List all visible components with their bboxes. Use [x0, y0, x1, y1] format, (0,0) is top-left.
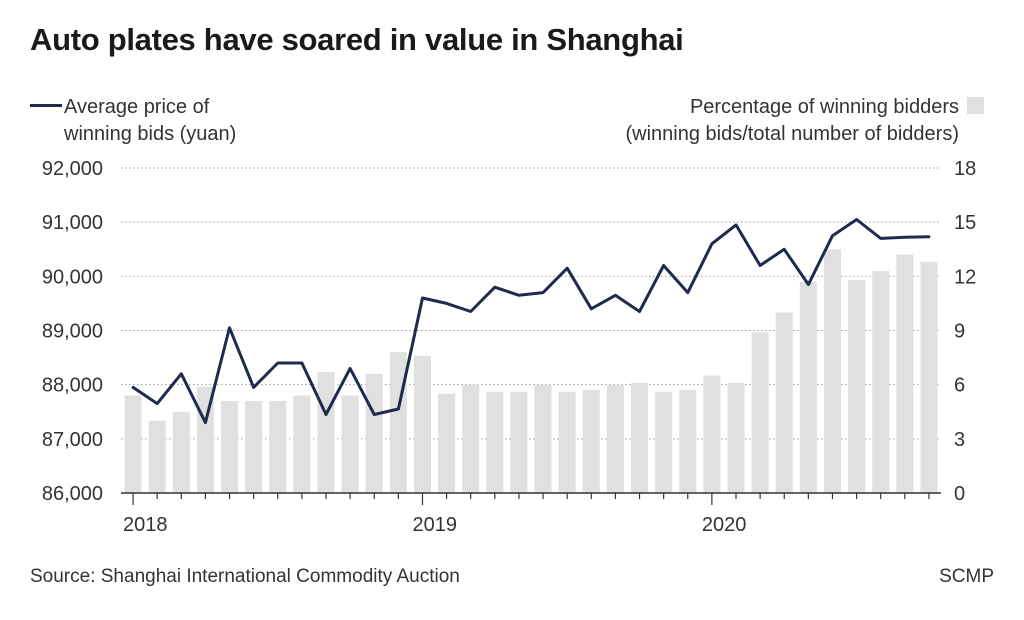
right-axis-tick-label: 15 — [954, 212, 976, 234]
bar — [920, 261, 938, 493]
left-axis-tick-label: 92,000 — [42, 158, 103, 180]
chart-title: Auto plates have soared in value in Shan… — [30, 22, 684, 57]
bar — [462, 384, 480, 493]
bar — [148, 420, 166, 493]
bar — [727, 382, 745, 493]
bar — [896, 254, 914, 493]
bar — [486, 391, 504, 493]
bar-legend: Percentage of winning bidders (winning b… — [625, 94, 984, 148]
line-legend-label-2: winning bids (yuan) — [64, 123, 237, 145]
x-tick-label: 2020 — [702, 514, 747, 536]
right-axis-tick-label: 3 — [954, 429, 965, 451]
right-axis-tick-label: 6 — [954, 375, 965, 397]
bar — [293, 395, 311, 493]
bar — [606, 384, 624, 493]
bar — [775, 312, 793, 493]
left-axis-tick-label: 91,000 — [42, 212, 103, 234]
bar — [703, 375, 721, 493]
bar — [823, 249, 841, 493]
bar-legend-label-1: Percentage of winning bidders — [689, 96, 959, 118]
right-axis-tick-label: 9 — [954, 321, 965, 343]
source-note: Source: Shanghai International Commodity… — [30, 566, 460, 587]
bar — [558, 391, 576, 493]
bar — [172, 411, 190, 493]
bar — [317, 372, 335, 493]
right-axis-tick-label: 12 — [954, 266, 976, 288]
bar — [631, 382, 649, 493]
bar — [510, 391, 528, 493]
bar — [582, 390, 600, 493]
right-axis-tick-label: 0 — [954, 483, 965, 505]
left-axis-tick-label: 90,000 — [42, 266, 103, 288]
bar — [245, 400, 263, 493]
bar-legend-swatch — [967, 97, 984, 115]
bar — [438, 393, 456, 493]
bar — [221, 400, 239, 493]
bar — [751, 332, 769, 493]
left-axis-tick-label: 88,000 — [42, 375, 103, 397]
line-legend-swatch — [30, 104, 62, 108]
bar — [872, 270, 890, 493]
bar — [413, 355, 431, 493]
left-axis-tick-label: 87,000 — [42, 429, 103, 451]
bar — [389, 352, 407, 493]
line-legend-label-1: Average price of — [64, 96, 210, 118]
bar — [799, 281, 817, 493]
bar-legend-label-2: (winning bids/total number of bidders) — [625, 123, 959, 145]
right-axis-tick-label: 18 — [954, 158, 976, 180]
bar — [848, 279, 866, 493]
bar — [655, 391, 673, 493]
bar — [679, 390, 697, 493]
price-line — [131, 218, 931, 425]
bar — [365, 373, 383, 493]
brand-label: SCMP — [939, 566, 994, 587]
x-tick-label: 2019 — [412, 514, 457, 536]
x-tick-label: 2018 — [123, 514, 168, 536]
line-legend: Average price of winning bids (yuan) — [30, 94, 236, 148]
bar — [124, 395, 142, 493]
bar — [534, 384, 552, 493]
bar — [341, 395, 359, 493]
bar — [269, 400, 287, 493]
left-axis-tick-label: 86,000 — [42, 483, 103, 505]
left-axis-tick-label: 89,000 — [42, 321, 103, 343]
